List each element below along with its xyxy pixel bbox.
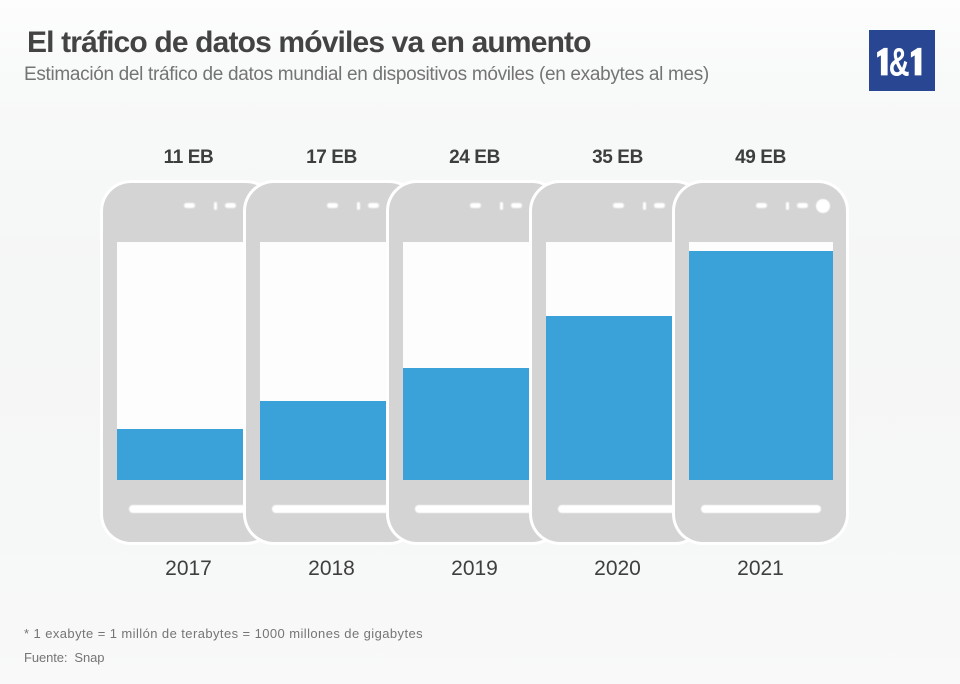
svg-text:&: &: [889, 40, 910, 85]
